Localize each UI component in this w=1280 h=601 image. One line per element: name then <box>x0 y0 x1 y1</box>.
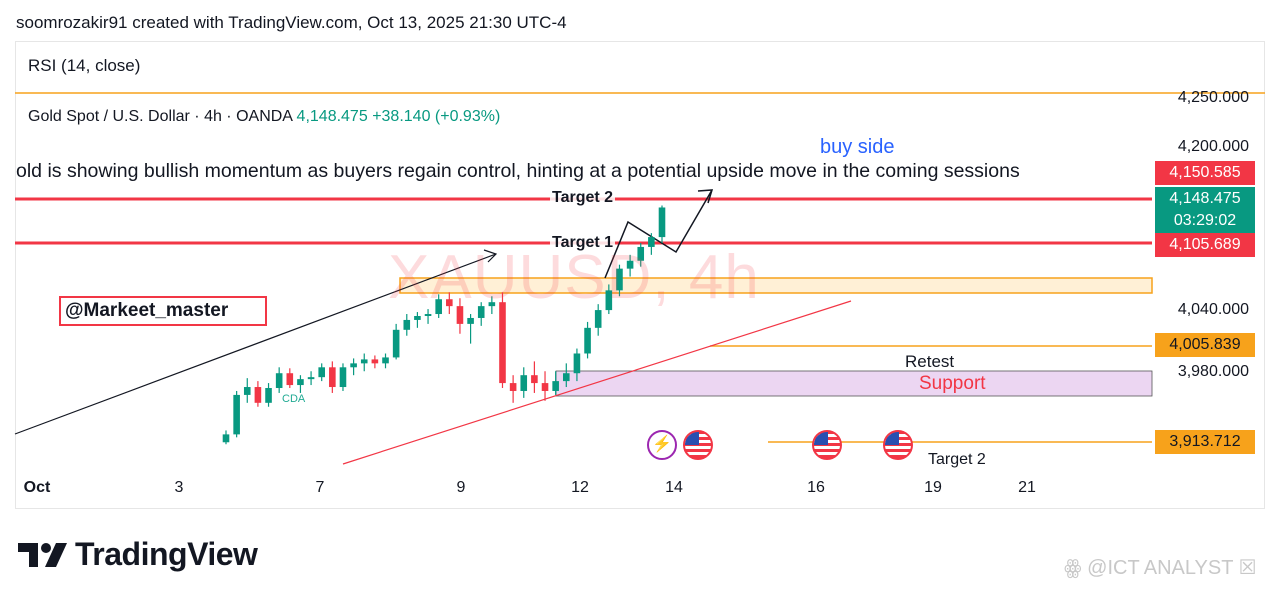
us-flag-event-icon[interactable] <box>812 430 842 460</box>
bullish-candle <box>243 387 251 395</box>
bearish-candle <box>286 373 294 386</box>
bullish-candle <box>626 260 634 269</box>
trendline-arrowhead <box>483 249 498 263</box>
us-flag-event-icon[interactable] <box>683 430 713 460</box>
bearish-candle <box>456 306 464 324</box>
chart-frame <box>15 41 1265 509</box>
credit-icon: ꙮ <box>1064 557 1088 579</box>
target2-low-label: Target 2 <box>928 451 986 468</box>
projection-arrow <box>604 189 713 279</box>
rising-support-trendline <box>342 300 852 465</box>
candlestick-series <box>222 205 666 445</box>
bullish-candle <box>562 373 570 382</box>
bearish-candle <box>446 299 453 307</box>
price-tick: 4,040.000 <box>1177 301 1249 318</box>
time-tick: 9 <box>456 479 466 496</box>
last-price-value: 4,148.475 <box>1169 190 1241 207</box>
time-tick: 3 <box>174 479 184 496</box>
time-tick: 7 <box>315 479 325 496</box>
bullish-candle <box>233 394 240 435</box>
upper-trendline <box>14 253 497 435</box>
time-tick: 16 <box>807 479 825 496</box>
bearish-candle <box>499 302 506 384</box>
bearish-candle <box>541 383 549 391</box>
tradingview-logo-text[interactable]: TradingView <box>75 536 258 572</box>
bearish-candle <box>531 375 538 384</box>
bullish-candle <box>605 290 613 311</box>
buy-side-label: buy side <box>820 136 895 158</box>
bullish-candle <box>222 434 230 443</box>
bullish-candle <box>616 268 623 291</box>
symbol-watermark: XAUUSD, 4h <box>388 243 760 312</box>
headline-annotation: old is showing bullish momentum as buyer… <box>16 160 1020 182</box>
bullish-candle <box>318 367 326 378</box>
author-handle-box: @Markeet_master <box>59 296 267 326</box>
bullish-candle <box>339 367 347 388</box>
last-price-badge: 4,148.475 03:29:02 <box>1155 187 1255 235</box>
cda-label: CDA <box>282 393 306 405</box>
time-tick: 19 <box>924 479 942 496</box>
price-tick: 4,250.000 <box>1177 89 1249 106</box>
bar-countdown-timer: 03:29:02 <box>1173 212 1237 229</box>
price-change: +38.140 (+0.93%) <box>372 108 501 125</box>
supply-zone <box>399 277 1153 294</box>
bullish-candle <box>392 329 400 358</box>
bullish-candle <box>382 357 389 364</box>
time-tick: 12 <box>571 479 589 496</box>
time-tick: Oct <box>23 479 51 496</box>
bullish-candle <box>477 306 485 318</box>
symbol-legend[interactable]: Gold Spot / U.S. Dollar · 4h · OANDA 4,1… <box>28 108 500 126</box>
bullish-candle <box>435 299 442 315</box>
tradingview-logo-icon[interactable] <box>16 535 68 575</box>
bearish-candle <box>371 359 379 364</box>
bullish-candle <box>584 327 591 354</box>
bullish-candle <box>265 388 272 403</box>
bearish-candle <box>509 383 517 391</box>
bullish-candle <box>424 314 432 316</box>
price-badge-4150: 4,150.585 <box>1155 161 1255 185</box>
symbol-name: Gold Spot / U.S. Dollar · 4h · OANDA <box>28 108 293 125</box>
time-tick: 14 <box>665 479 683 496</box>
bullish-candle <box>350 363 357 368</box>
price-badge-4005: 4,005.839 <box>1155 333 1255 357</box>
projection-arrowhead <box>697 189 714 204</box>
chart-attribution-caption: soomrozakir91 created with TradingView.c… <box>16 13 567 32</box>
time-tick: 21 <box>1018 479 1036 496</box>
bullish-candle <box>488 302 496 307</box>
credit-text: @ICT ANALYST <box>1087 557 1234 579</box>
support-zone <box>555 370 1153 397</box>
price-tick: 3,980.000 <box>1177 363 1249 380</box>
us-flag-event-icon[interactable] <box>883 430 913 460</box>
bullish-candle <box>520 375 528 391</box>
bullish-candle <box>307 377 315 380</box>
credit-mark-icon: ☒ <box>1233 557 1257 579</box>
bullish-candle <box>360 359 368 364</box>
bullish-candle <box>594 310 602 328</box>
lightning-event-icon[interactable]: ⚡ <box>647 430 677 460</box>
bearish-candle <box>254 387 262 403</box>
bullish-candle <box>573 353 581 374</box>
bullish-candle <box>637 246 645 261</box>
bullish-candle <box>658 207 666 238</box>
bullish-candle <box>403 319 411 330</box>
bearish-candle <box>329 367 336 388</box>
bullish-candle <box>414 316 421 320</box>
last-price: 4,148.475 <box>296 108 368 125</box>
bullish-candle <box>467 317 474 324</box>
bullish-candle <box>552 381 559 391</box>
target2-label: Target 2 <box>550 189 616 207</box>
footer-credit: ꙮ @ICT ANALYST ☒ <box>1064 555 1257 580</box>
bullish-candle <box>275 373 283 389</box>
price-tick: 4,200.000 <box>1177 138 1249 155</box>
retest-label: Retest <box>905 352 955 371</box>
price-badge-3913: 3,913.712 <box>1155 430 1255 454</box>
price-badge-4105: 4,105.689 <box>1155 233 1255 257</box>
target1-label: Target 1 <box>550 234 616 252</box>
support-label: Support <box>919 373 986 394</box>
rsi-indicator-label[interactable]: RSI (14, close) <box>28 56 141 75</box>
bullish-candle <box>297 379 304 386</box>
bullish-candle <box>648 237 655 247</box>
